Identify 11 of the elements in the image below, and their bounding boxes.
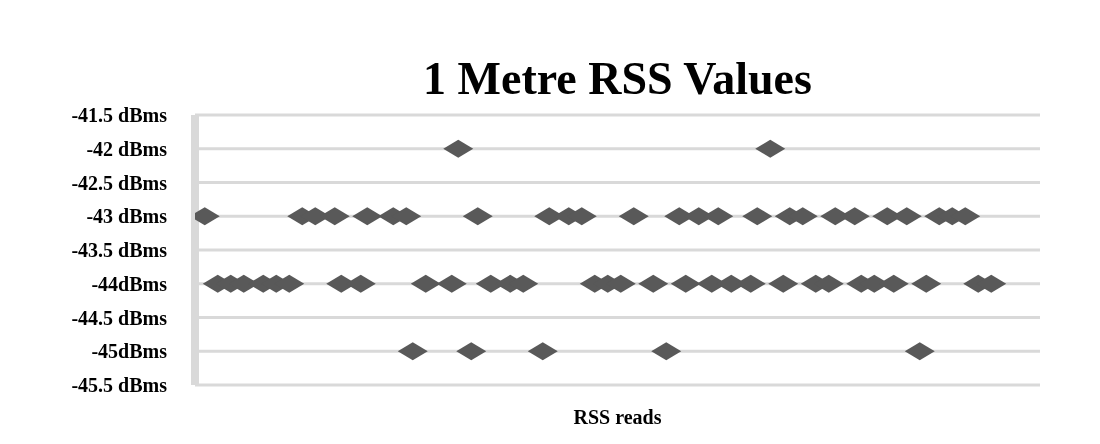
y-tick-label: -41.5 dBms [71, 104, 168, 127]
chart-title: 1 Metre RSS Values [422, 53, 813, 104]
y-tick-label: -44.5 dBms [71, 306, 168, 329]
y-tick-label: -43.5 dBms [71, 239, 168, 262]
y-tick-label: -45.5 dBms [71, 374, 168, 397]
x-axis-title: RSS reads [573, 406, 662, 428]
y-tick-label: -45dBms [91, 340, 168, 363]
y-tick-label: -42 dBms [86, 137, 168, 160]
y-tick-label: -42.5 dBms [71, 171, 168, 194]
y-tick-label: -44dBms [91, 272, 168, 295]
y-tick-label: -43 dBms [86, 205, 168, 228]
